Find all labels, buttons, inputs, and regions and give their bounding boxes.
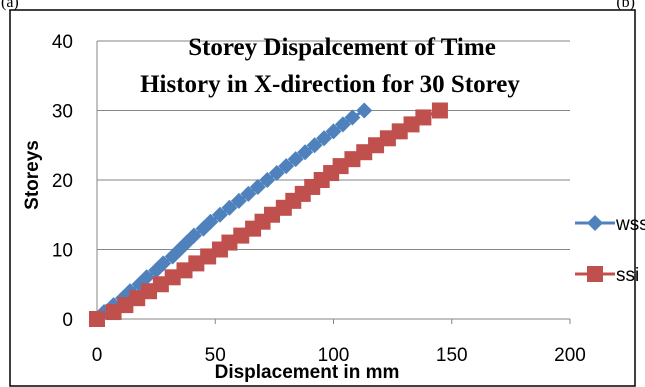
y-tick-30: 30 bbox=[52, 102, 73, 123]
x-axis-title: Displacement in mm bbox=[215, 362, 400, 383]
y-tick-20: 20 bbox=[52, 171, 73, 192]
point-wssi-15 bbox=[211, 206, 228, 223]
point-wssi-21 bbox=[268, 165, 285, 182]
y-tick-0: 0 bbox=[62, 310, 73, 331]
point-wssi-9 bbox=[164, 248, 181, 265]
point-wssi-24 bbox=[297, 144, 314, 161]
point-wssi-16 bbox=[221, 199, 238, 216]
panel-label-left: (a) bbox=[1, 0, 19, 11]
x-tick-200: 200 bbox=[554, 345, 586, 366]
chart-border bbox=[9, 9, 636, 387]
series-layer bbox=[89, 102, 448, 327]
series-ssi bbox=[89, 102, 448, 327]
x-tick-50: 50 bbox=[205, 345, 226, 366]
point-wssi-29 bbox=[344, 109, 361, 126]
point-wssi-18 bbox=[240, 185, 257, 202]
panel-label-right: (b) bbox=[616, 0, 635, 11]
x-tick-0: 0 bbox=[92, 345, 103, 366]
point-ssi-30 bbox=[431, 102, 448, 119]
point-wssi-8 bbox=[155, 255, 172, 272]
y-axis-title: Storeys bbox=[22, 140, 43, 210]
chart-title-line-1: Storey Dispalcement of Time bbox=[188, 34, 496, 61]
point-wssi-14 bbox=[202, 213, 219, 230]
legend-label-ssi: ssi bbox=[616, 265, 639, 286]
point-wssi-20 bbox=[259, 172, 276, 188]
x-tick-100: 100 bbox=[318, 345, 350, 366]
y-tick-40: 40 bbox=[52, 32, 73, 53]
legend-marker-wssi bbox=[587, 215, 603, 231]
point-wssi-6 bbox=[138, 269, 155, 286]
point-wssi-27 bbox=[325, 123, 342, 140]
y-tick-labels: 0 10 20 30 40 bbox=[52, 32, 73, 331]
point-wssi-30 bbox=[356, 102, 373, 119]
point-wssi-28 bbox=[334, 116, 351, 133]
point-ssi-0 bbox=[89, 311, 105, 327]
legend-marker-ssi bbox=[587, 266, 603, 282]
x-tick-150: 150 bbox=[436, 345, 468, 366]
chart-title-line-2: History in X-direction for 30 Storey bbox=[140, 71, 520, 98]
legend: wssi ssi bbox=[575, 214, 645, 286]
point-wssi-19 bbox=[249, 178, 266, 195]
point-wssi-17 bbox=[230, 192, 247, 209]
legend-label-wssi: wssi bbox=[615, 214, 645, 235]
chart-title: Storey Dispalcement of Time History in X… bbox=[140, 34, 520, 98]
point-wssi-26 bbox=[316, 130, 333, 147]
point-wssi-12 bbox=[185, 227, 202, 244]
point-wssi-22 bbox=[278, 158, 295, 175]
point-wssi-25 bbox=[306, 137, 323, 154]
point-ssi-29 bbox=[415, 109, 432, 126]
y-tick-10: 10 bbox=[52, 241, 73, 262]
point-wssi-23 bbox=[287, 151, 304, 168]
x-tick-labels: 0 50 100 150 200 bbox=[92, 319, 586, 366]
